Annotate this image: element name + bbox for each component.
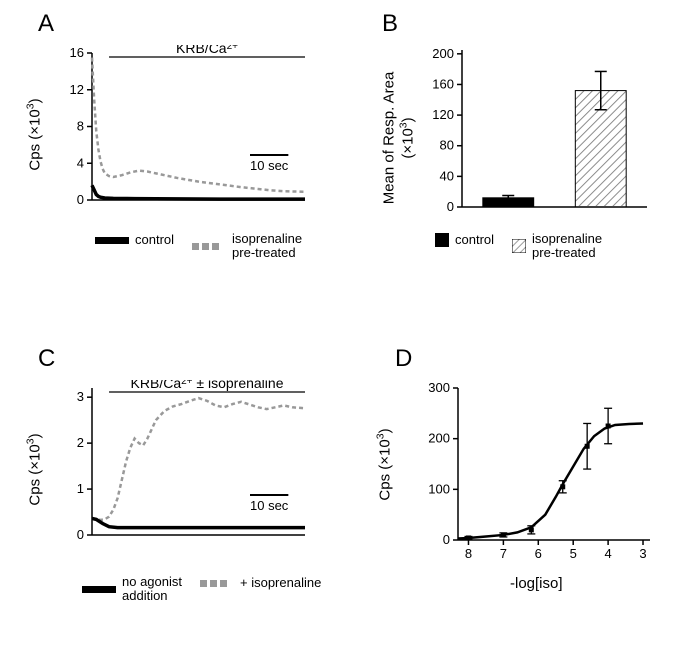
svg-text:0: 0 <box>443 532 450 547</box>
panel-a-label: A <box>38 10 54 38</box>
legend-label: control <box>455 232 494 247</box>
svg-text:8: 8 <box>77 119 84 134</box>
svg-text:120: 120 <box>432 107 454 122</box>
panel-b-label: B <box>382 10 398 38</box>
svg-text:8: 8 <box>465 546 472 561</box>
panel-b-chart: 0 40 80 120 160 200 <box>420 42 655 222</box>
svg-text:12: 12 <box>70 82 84 97</box>
panel-c-legend: no agonistaddition + isoprenaline <box>82 575 321 604</box>
svg-text:0: 0 <box>77 192 84 207</box>
svg-text:3: 3 <box>77 389 84 404</box>
svg-text:160: 160 <box>432 76 454 91</box>
panel-c-label: C <box>38 345 55 373</box>
svg-text:KRB/Ca2+ ± isoprenaline: KRB/Ca2+ ± isoprenaline <box>131 380 284 391</box>
svg-text:6: 6 <box>535 546 542 561</box>
svg-text:4: 4 <box>77 155 84 170</box>
svg-text:5: 5 <box>570 546 577 561</box>
panel-c-chart: 0 1 2 3 KRB/Ca2+ ± isoprenaline 10 sec <box>50 380 310 555</box>
svg-text:0: 0 <box>447 199 454 214</box>
svg-text:200: 200 <box>428 431 450 446</box>
panel-b-legend: control isoprenalinepre-treated <box>435 232 602 261</box>
svg-text:10 sec: 10 sec <box>250 498 289 513</box>
panel-d-xlabel: -log[iso] <box>510 575 563 592</box>
legend-swatch-solid <box>95 235 129 245</box>
svg-text:200: 200 <box>432 46 454 61</box>
legend-item: control <box>95 232 174 247</box>
svg-text:1: 1 <box>77 481 84 496</box>
svg-text:300: 300 <box>428 380 450 395</box>
legend-label: isoprenalinepre-treated <box>532 232 602 261</box>
legend-item: control <box>435 232 494 247</box>
legend-swatch-solid <box>82 584 116 594</box>
svg-text:2: 2 <box>77 435 84 450</box>
svg-text:10 sec: 10 sec <box>250 158 289 173</box>
panel-d-label: D <box>395 345 412 373</box>
legend-label: control <box>135 232 174 247</box>
svg-text:4: 4 <box>604 546 611 561</box>
legend-swatch-dashed <box>192 241 226 251</box>
legend-label: + isoprenaline <box>240 575 321 590</box>
svg-text:KRB/Ca2+: KRB/Ca2+ <box>176 45 238 56</box>
panel-c-ylabel: Cps (×103) <box>25 433 44 505</box>
panel-a-ylabel: Cps (×103) <box>25 98 44 170</box>
legend-label: no agonistaddition <box>122 575 182 604</box>
panel-a-legend: control isoprenalinepre-treated <box>95 232 302 261</box>
panel-d-ylabel: Cps (×103) <box>375 428 394 500</box>
legend-item: isoprenalinepre-treated <box>512 232 602 261</box>
legend-swatch-dashed <box>200 578 234 588</box>
svg-text:3: 3 <box>639 546 646 561</box>
svg-text:100: 100 <box>428 481 450 496</box>
svg-text:16: 16 <box>70 45 84 60</box>
panel-d-chart: 0 100 200 300 8 7 6 5 4 3 <box>410 380 660 575</box>
legend-item: + isoprenaline <box>200 575 321 590</box>
svg-text:0: 0 <box>77 527 84 542</box>
legend-item: no agonistaddition <box>82 575 182 604</box>
svg-text:7: 7 <box>500 546 507 561</box>
legend-item: isoprenalinepre-treated <box>192 232 302 261</box>
legend-swatch-black <box>435 233 449 247</box>
panel-a-chart: 0 4 8 12 16 KRB/Ca2+ 10 sec <box>50 45 310 220</box>
svg-text:40: 40 <box>440 168 454 183</box>
svg-text:80: 80 <box>440 138 454 153</box>
legend-swatch-hatch <box>512 239 526 253</box>
panel-b-ylabel: Mean of Resp. Area(×103) <box>380 72 416 205</box>
legend-label: isoprenalinepre-treated <box>232 232 302 261</box>
